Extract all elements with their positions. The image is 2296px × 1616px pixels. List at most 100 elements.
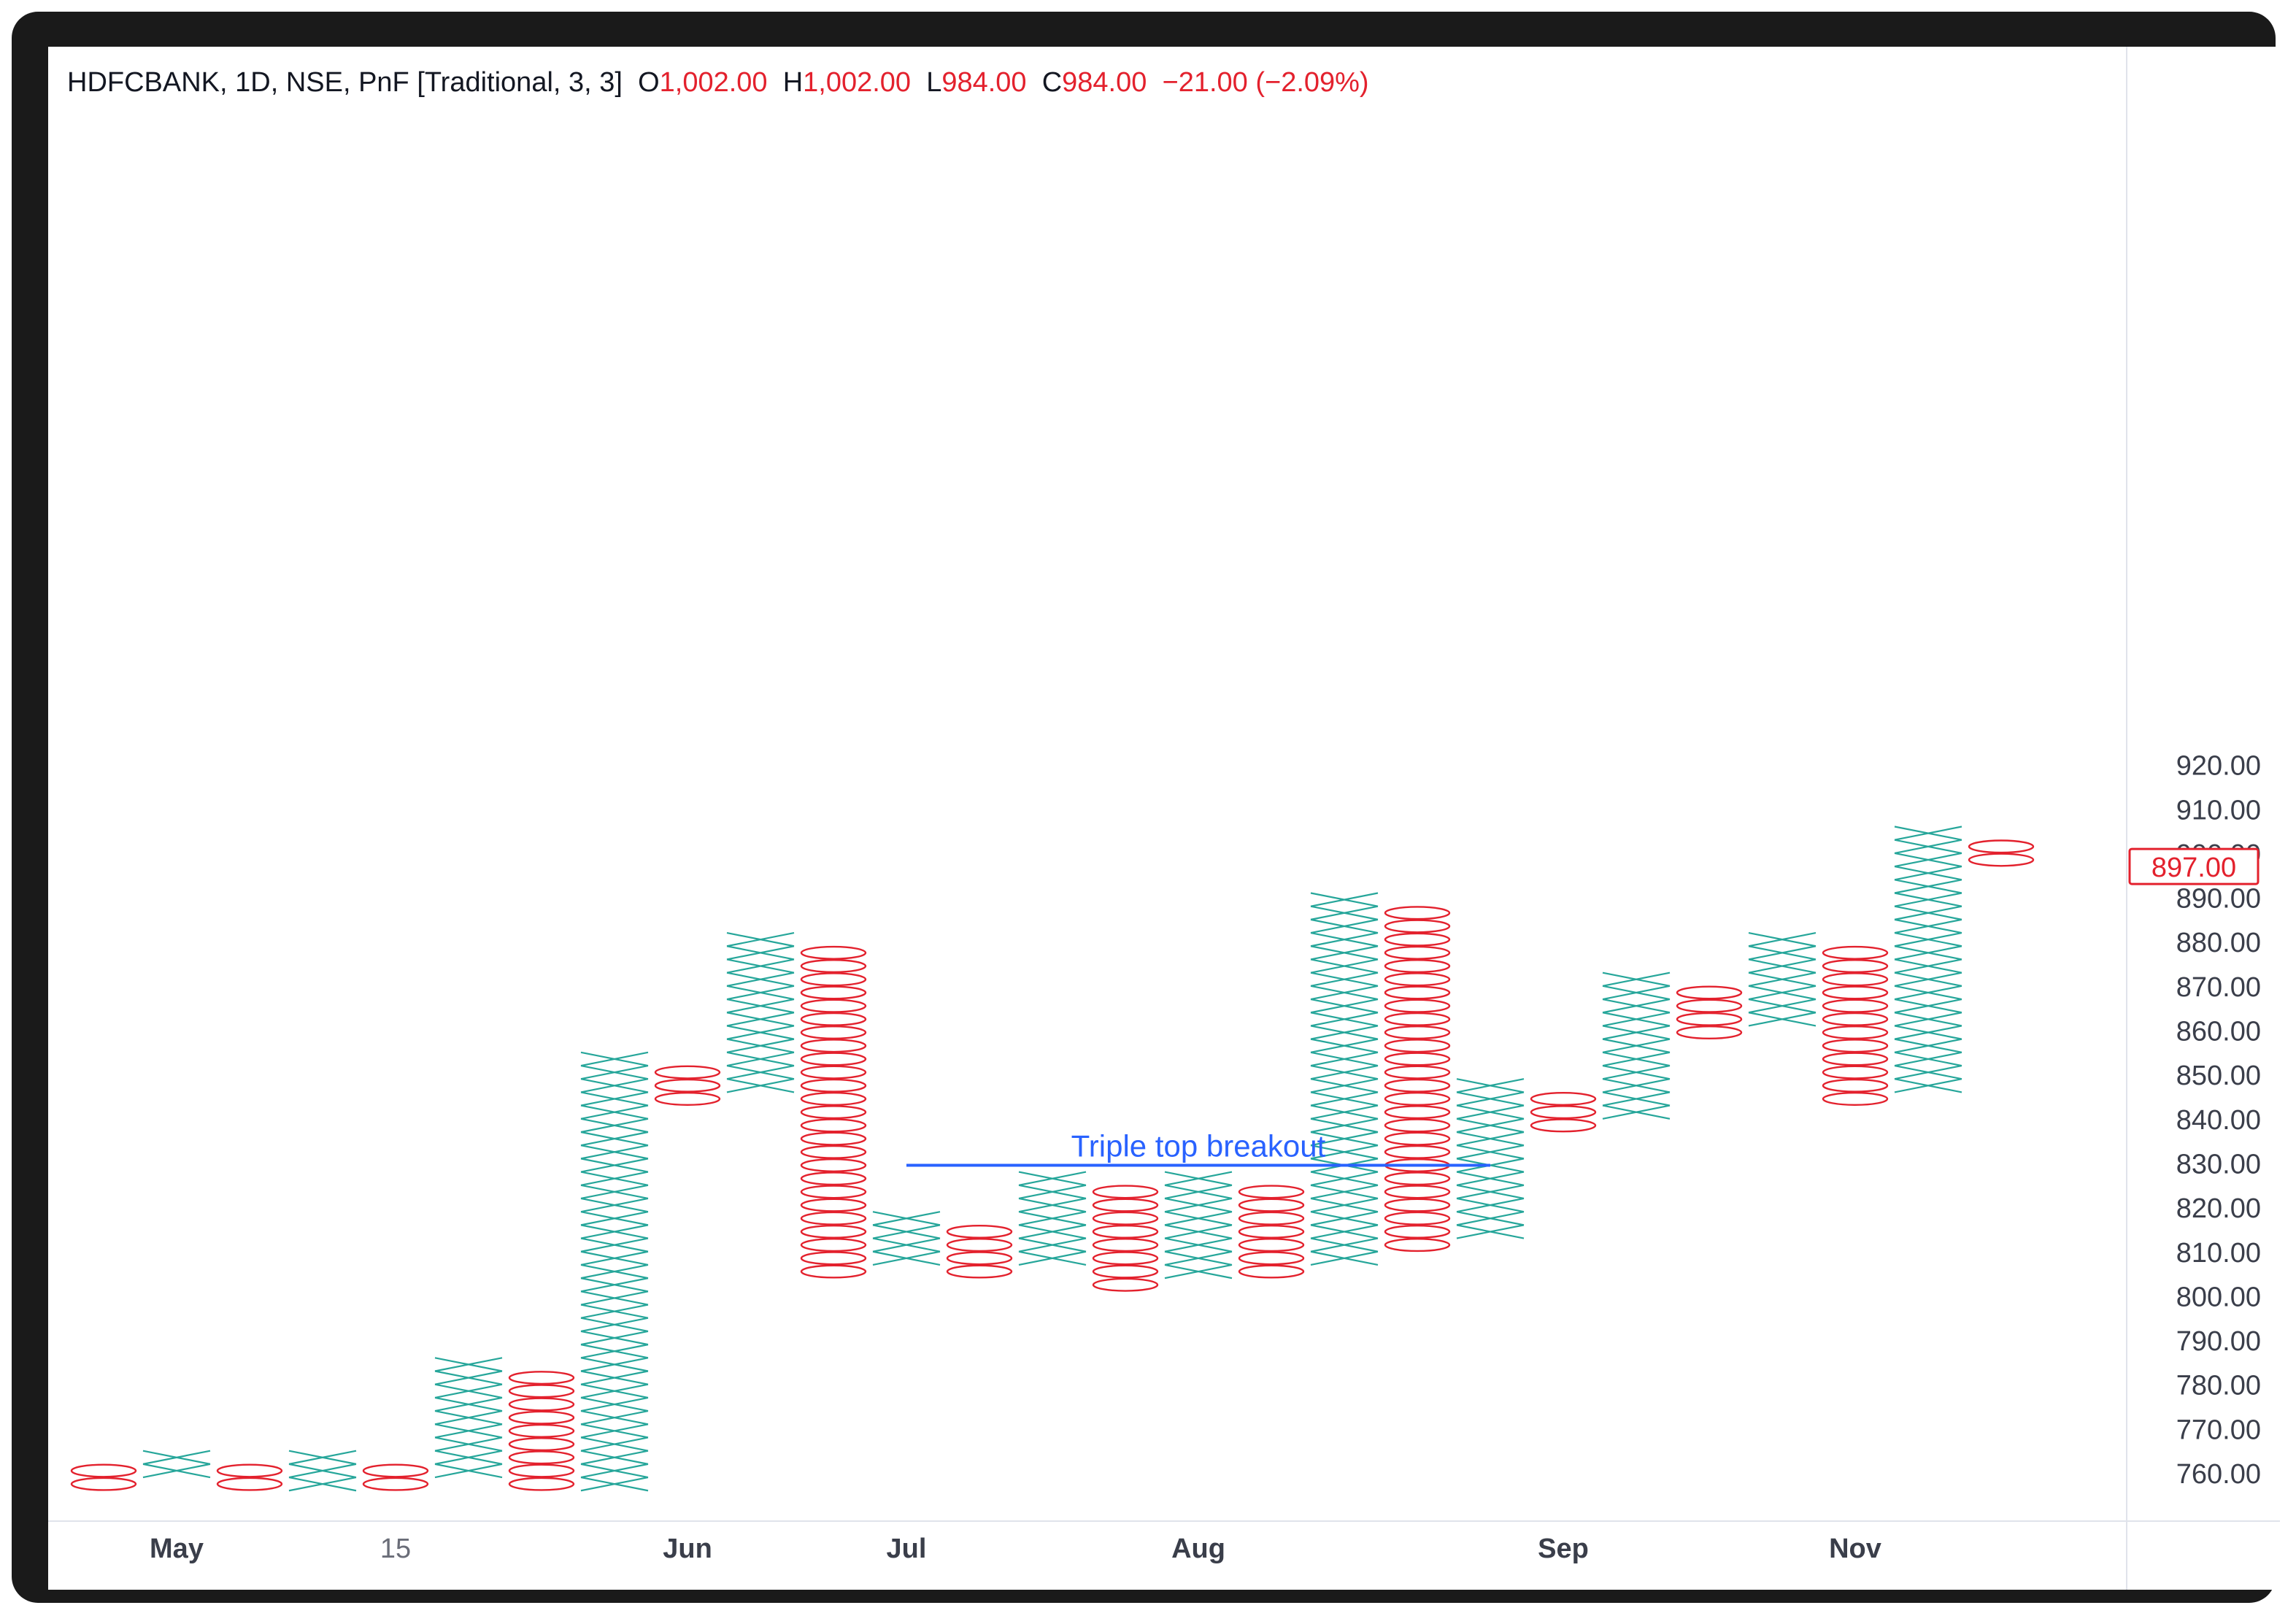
o-box xyxy=(1822,1039,1889,1053)
x-box xyxy=(726,1012,795,1027)
x-box xyxy=(1456,1104,1525,1120)
price-tick-label: 820.00 xyxy=(2176,1193,2261,1224)
x-box xyxy=(1602,971,1671,987)
x-box xyxy=(580,1396,649,1412)
o-box xyxy=(508,1463,575,1478)
time-axis[interactable]: May 15 Jun Jul Aug Sep Nov xyxy=(150,1534,1881,1564)
x-box xyxy=(580,1224,649,1239)
x-box xyxy=(580,1078,649,1093)
o-box xyxy=(800,1052,867,1066)
pnf-chart[interactable]: Triple top breakout 760.00 770.00 780.00 79… xyxy=(48,47,2280,1590)
time-tick-label: Nov xyxy=(1829,1534,1881,1564)
o-box xyxy=(1822,1052,1889,1066)
x-box xyxy=(580,1383,649,1398)
o-box xyxy=(800,1118,867,1133)
x-box xyxy=(1894,905,1962,920)
x-box xyxy=(1310,918,1379,934)
x-box xyxy=(1456,1184,1525,1200)
x-box xyxy=(580,1357,649,1372)
o-column xyxy=(1676,985,1743,1040)
annotation-label: Triple top breakout xyxy=(1071,1128,1326,1163)
x-box xyxy=(1894,985,1962,1001)
x-column xyxy=(1602,971,1671,1120)
price-tick-label: 920.00 xyxy=(2176,751,2261,782)
o-box xyxy=(800,1171,867,1186)
x-box xyxy=(1310,1144,1379,1160)
x-box xyxy=(1310,1025,1379,1040)
o-box xyxy=(800,1158,867,1172)
o-box xyxy=(800,959,867,974)
o-box xyxy=(1092,1185,1159,1199)
o-box xyxy=(1384,1198,1451,1212)
o-box xyxy=(508,1437,575,1452)
x-box xyxy=(580,1476,649,1492)
o-box xyxy=(800,1092,867,1107)
x-box xyxy=(434,1436,503,1452)
price-tick-label: 790.00 xyxy=(2176,1326,2261,1357)
o-box xyxy=(1822,945,1889,960)
o-box xyxy=(1238,1238,1305,1253)
x-box xyxy=(1894,866,1962,881)
x-box xyxy=(1748,931,1817,947)
price-tick-label: 840.00 xyxy=(2176,1105,2261,1136)
x-box xyxy=(580,1290,649,1306)
x-column xyxy=(1456,1078,1525,1239)
o-column xyxy=(70,1463,137,1491)
x-box xyxy=(580,1410,649,1425)
x-box xyxy=(1748,971,1817,987)
x-box xyxy=(1602,1078,1671,1093)
o-box xyxy=(1822,1078,1889,1093)
x-box xyxy=(1894,1064,1962,1080)
x-column xyxy=(1894,826,1962,1093)
o-box xyxy=(800,1238,867,1253)
o-box xyxy=(1822,985,1889,1000)
x-box xyxy=(1310,1104,1379,1120)
close-value: 984.00 xyxy=(1062,67,1147,98)
x-box xyxy=(580,1144,649,1160)
x-box xyxy=(726,958,795,974)
x-box xyxy=(580,1370,649,1385)
x-box xyxy=(580,1277,649,1293)
o-box xyxy=(1530,1118,1597,1133)
o-box xyxy=(800,1251,867,1266)
x-column xyxy=(288,1450,357,1492)
x-box xyxy=(142,1463,211,1479)
o-column xyxy=(1384,906,1451,1253)
time-tick-label: Aug xyxy=(1171,1534,1225,1564)
o-box xyxy=(1384,999,1451,1013)
o-box xyxy=(946,1264,1013,1279)
x-box xyxy=(580,1263,649,1280)
time-tick-label: May xyxy=(150,1534,204,1564)
low-label: L xyxy=(926,67,942,98)
x-box xyxy=(1456,1131,1525,1147)
o-box xyxy=(1822,972,1889,987)
x-box xyxy=(1310,1250,1379,1266)
x-box xyxy=(1894,958,1962,974)
x-box xyxy=(1894,945,1962,961)
x-box xyxy=(726,1078,795,1093)
x-box xyxy=(1164,1250,1233,1266)
o-box xyxy=(800,972,867,987)
x-box xyxy=(434,1450,503,1465)
x-box xyxy=(580,1184,649,1200)
chart-panel[interactable]: Triple top breakout 760.00 770.00 780.00 79… xyxy=(48,47,2280,1590)
symbol-info[interactable]: HDFCBANK, 1D, NSE, PnF [Traditional, 3, … xyxy=(67,67,623,98)
o-box xyxy=(1676,999,1743,1013)
x-box xyxy=(580,1211,649,1226)
o-box xyxy=(1384,919,1451,934)
x-box xyxy=(1894,1038,1962,1053)
x-box xyxy=(580,1051,649,1067)
x-column xyxy=(142,1450,211,1479)
price-tick-label: 860.00 xyxy=(2176,1017,2261,1047)
o-box xyxy=(70,1477,137,1491)
x-box xyxy=(872,1211,941,1226)
x-box xyxy=(1164,1237,1233,1253)
x-box xyxy=(1456,1091,1525,1107)
o-box xyxy=(1968,853,2035,867)
o-box xyxy=(1822,1012,1889,1026)
x-box xyxy=(434,1410,503,1425)
price-tick-label: 850.00 xyxy=(2176,1061,2261,1091)
x-box xyxy=(1018,1171,1087,1186)
o-box xyxy=(1384,972,1451,987)
x-box xyxy=(1748,945,1817,961)
